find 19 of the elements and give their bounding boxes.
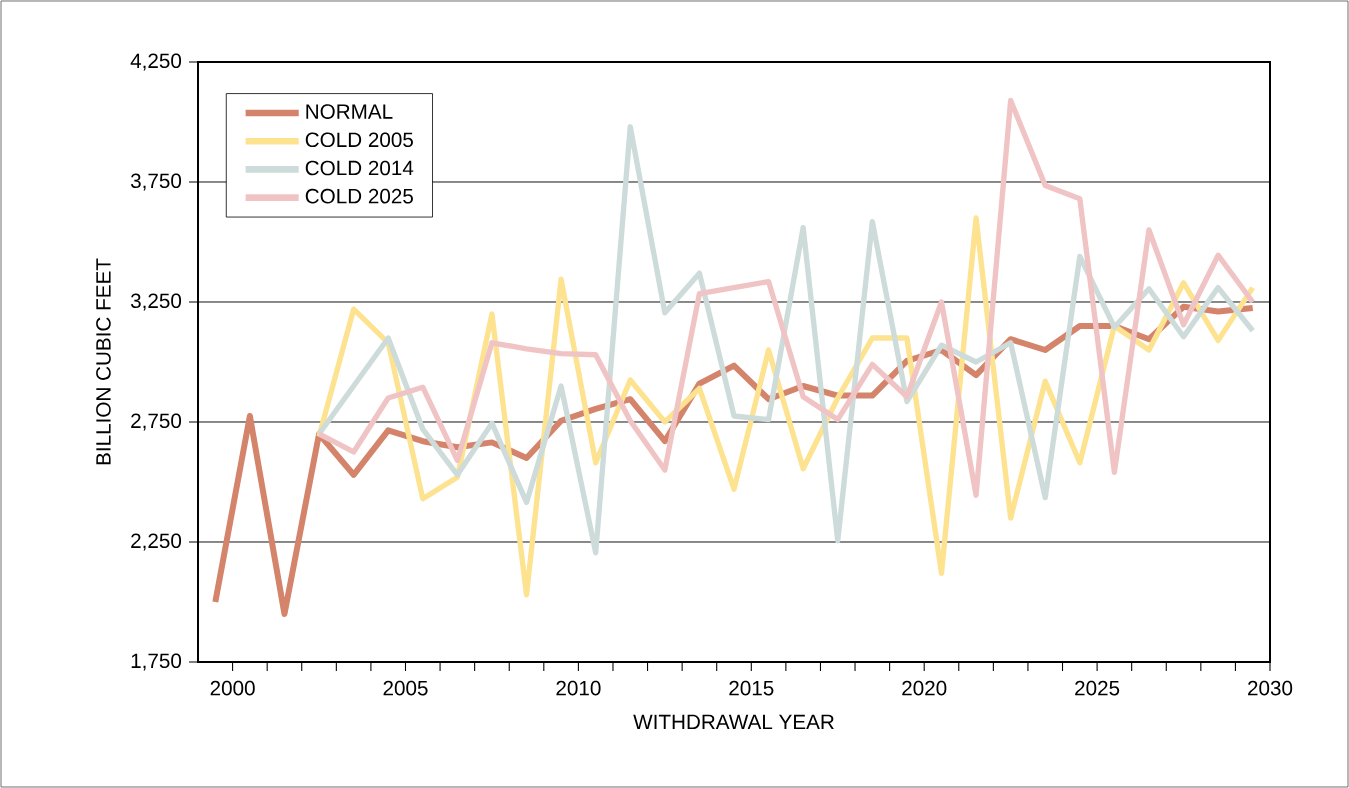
x-tick-label: 2015	[729, 680, 774, 696]
y-tick-label: 3,250	[130, 293, 182, 311]
legend-label: COLD 2025	[305, 188, 413, 204]
y-tick-label: 2,250	[131, 533, 182, 551]
x-tick-label: 2005	[383, 680, 428, 696]
x-tick-label: 2010	[556, 680, 601, 696]
x-tick-label: 2030	[1248, 680, 1293, 696]
y-tick-label: 3,750	[130, 173, 182, 191]
x-tick-label: 2025	[1075, 680, 1120, 696]
y-axis-title: BILLION CUBIC FEET	[96, 258, 111, 465]
y-tick-label: 2,750	[131, 413, 182, 431]
legend-label: NORMAL	[306, 104, 393, 119]
y-tick-label: 1,750	[131, 653, 182, 671]
y-tick-label: 4,250	[130, 53, 182, 71]
legend-label: COLD 2014	[305, 160, 414, 176]
x-tick-label: 2020	[902, 680, 947, 696]
x-axis-title: WITHDRAWAL YEAR	[633, 714, 834, 730]
x-tick-label: 2000	[210, 680, 255, 696]
legend-label: COLD 2005	[305, 132, 413, 148]
